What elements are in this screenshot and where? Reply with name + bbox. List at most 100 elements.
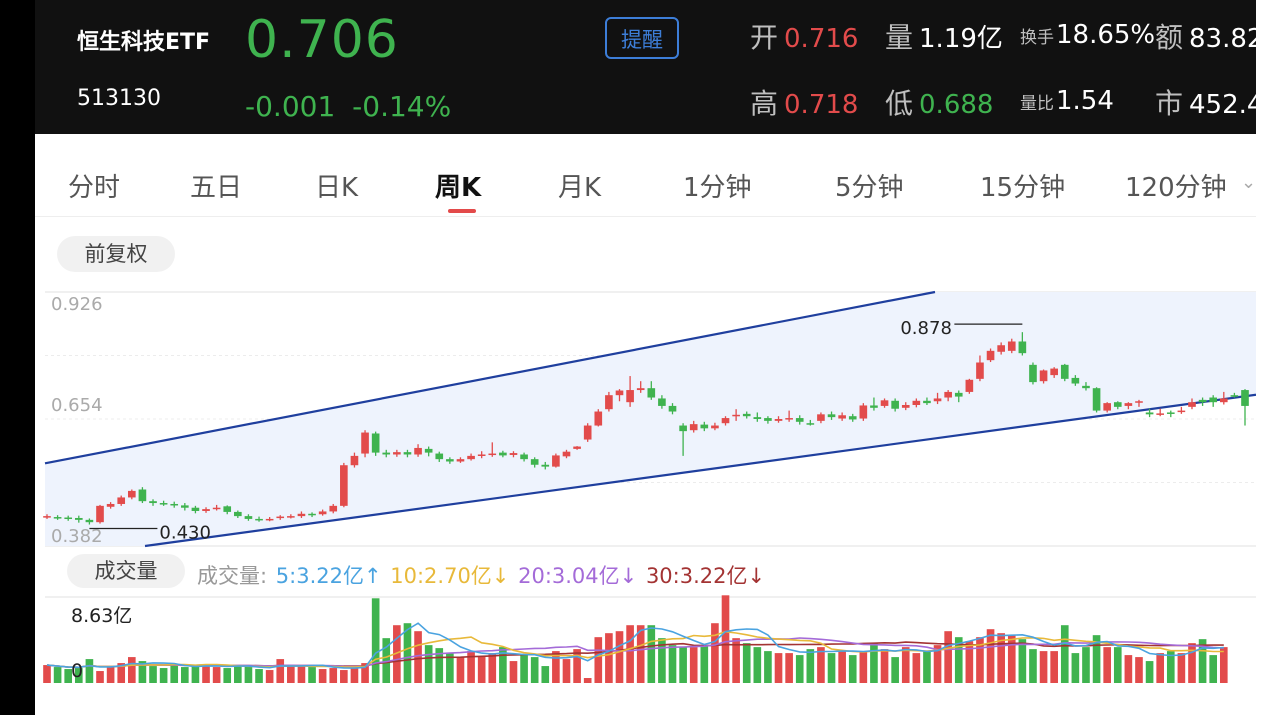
candle-body [1156,413,1165,415]
candle-body [287,516,295,518]
candle-body [202,509,210,511]
volume-bar [318,669,327,683]
volume-bar [1018,639,1027,683]
period-tabs: 分时 五日 日K 周K 月K 1分钟 5分钟 15分钟 120分钟 ⌄ [35,134,1256,217]
volume-bar [96,671,104,683]
volume-bar [159,668,168,683]
candle-body [53,517,62,519]
volume-bar [901,647,910,683]
candle-body [1018,341,1027,354]
tab-daily-k[interactable]: 日K [315,173,359,203]
tab-intraday[interactable]: 分时 [68,173,121,203]
tab-15min[interactable]: 15分钟 [980,173,1066,203]
candle-body [997,345,1005,352]
volume-bar [308,667,316,683]
candle-body [1177,410,1186,413]
legend-ma30: 30:3.22亿↓ [645,564,766,588]
tab-five-day[interactable]: 五日 [190,173,243,203]
candle-body [329,505,338,512]
candle-body [1039,370,1048,382]
stat-market-cap: 市 452.4 [1155,82,1256,122]
candle-body [827,414,836,418]
kline-chart[interactable]: 0.926 0.654 0.382 0.878 0.430 8.63亿 0 [35,134,1256,715]
volume-bar [552,651,560,683]
chart-panel: 分时 五日 日K 周K 月K 1分钟 5分钟 15分钟 120分钟 ⌄ 前复权 … [35,134,1256,715]
volume-bar [509,661,518,683]
candle-body [467,455,475,460]
volume-bar [467,651,475,683]
volume-bar [191,666,200,683]
candle-body [583,425,592,440]
volume-bar [859,651,868,683]
y-tick-label: 0.382 [51,526,103,547]
candle-body [668,405,677,412]
candle-body [308,513,316,516]
tab-monthly-k[interactable]: 月K [558,173,602,203]
volume-bar [138,661,147,683]
tab-120min[interactable]: 120分钟 [1125,173,1227,203]
candle-body [859,405,868,419]
stat-open: 开 0.716 [750,16,858,56]
candle-body [1188,402,1196,407]
candle-body [350,455,359,466]
candle-body [159,503,168,505]
candle-body [562,451,571,457]
market-cap-label: 市 [1155,87,1184,120]
open-value: 0.716 [784,24,859,54]
volume-bar [1029,649,1037,683]
alert-button[interactable]: 提醒 [605,17,679,59]
change-percent: -0.14% [352,90,452,123]
candle-body [1050,368,1058,376]
volume-ma-legend: 成交量: 5:3.22亿↑ 10:2.70亿↓ 20:3.04亿↓ 30:3.2… [197,560,767,590]
candle-body [446,459,454,462]
legend-title: 成交量: [197,564,268,588]
candle-body [1113,402,1122,407]
open-label: 开 [750,21,779,54]
tab-5min[interactable]: 5分钟 [835,173,904,203]
volume-bar [149,666,157,683]
volume-bar [753,647,762,683]
adjust-mode-button[interactable]: 前复权 [57,236,175,272]
volume-max-label: 8.63亿 [71,605,132,627]
volume-bar [880,649,889,683]
change-value: -0.001 [245,90,336,123]
volume-bar [74,668,83,683]
volume-bar [795,655,804,683]
candle-body [149,501,157,504]
amount-value: 83.82 [1189,24,1256,54]
volume-bar [43,665,51,683]
candle-body [371,433,380,453]
volume-bar [594,637,603,683]
volume-bar [827,653,836,683]
volume-bar [1209,655,1218,683]
candle-body [530,459,539,465]
volume-bar [202,664,210,683]
stat-volume-ratio: 量比1.54 [1020,86,1114,116]
candle-body [658,398,666,406]
turnover-value: 18.65% [1056,20,1156,50]
candle-body [170,503,179,506]
volume-indicator-button[interactable]: 成交量 [67,554,185,588]
volume-ratio-value: 1.54 [1056,86,1114,116]
candle-body [785,418,793,420]
candle-body [297,513,306,517]
volume-bar [976,637,984,683]
candle-body [1103,403,1111,411]
tab-1min[interactable]: 1分钟 [683,173,752,203]
stat-amount: 额 83.82 [1155,16,1256,56]
volume-bar [997,633,1005,683]
candle-body [276,516,285,519]
candle-body [1198,399,1207,403]
candle-body [1145,412,1154,415]
candle-body [138,489,147,502]
candle-body [127,490,136,498]
candle-body [255,518,263,521]
tab-weekly-k[interactable]: 周K [435,173,482,203]
chevron-down-icon[interactable]: ⌄ [1241,172,1256,193]
candle-body [679,425,687,432]
candle-body [700,424,709,429]
candle-body [265,518,274,521]
candle-body [817,414,825,421]
volume-bar [1007,635,1016,683]
